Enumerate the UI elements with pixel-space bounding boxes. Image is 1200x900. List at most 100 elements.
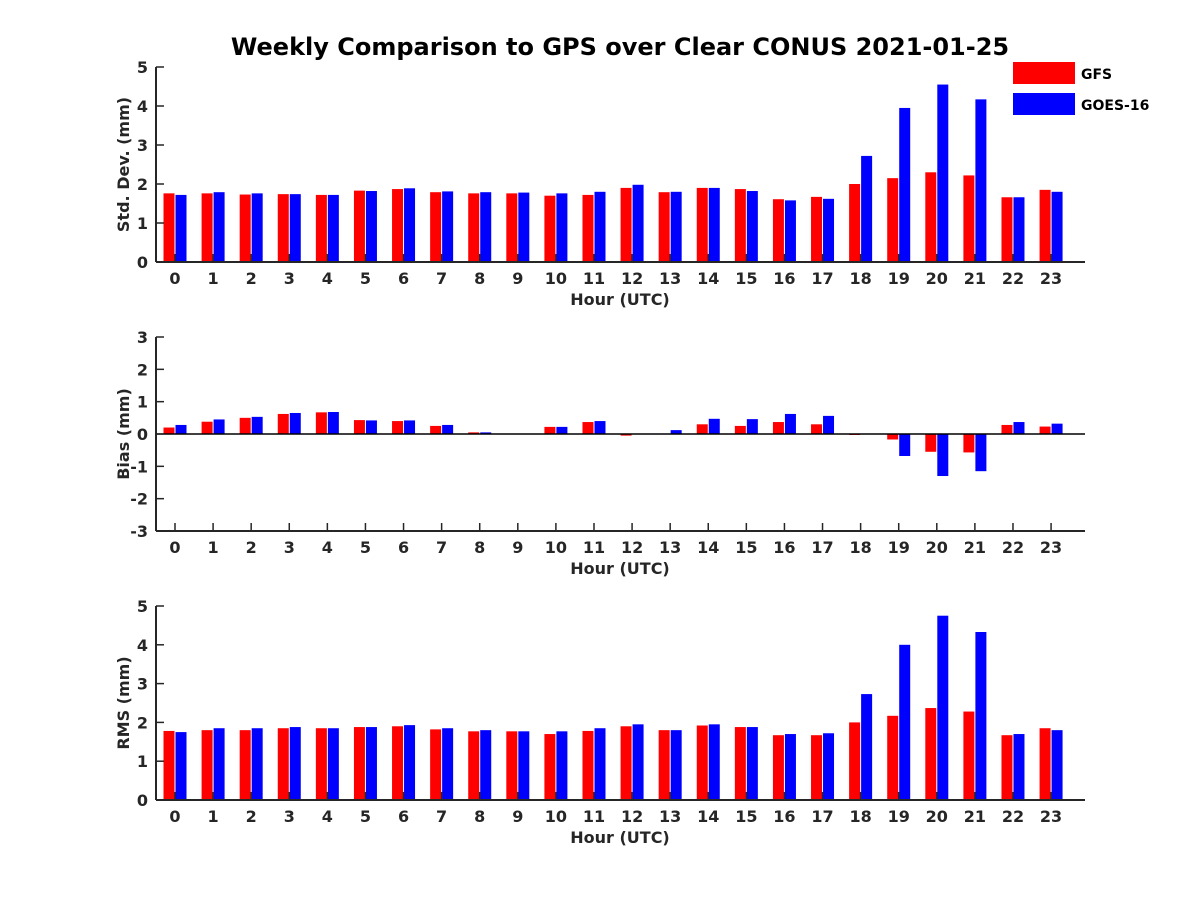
rms-bar-gfs-2 (239, 730, 251, 800)
std-dev-bar-goes-16-7 (442, 191, 454, 262)
bias-xtick-label: 12 (621, 538, 643, 557)
bias-bar-goes-16-1 (213, 419, 225, 434)
std-dev-bar-goes-16-17 (823, 198, 835, 262)
std-dev-xtick-label: 15 (735, 269, 757, 288)
rms-ytick-label: 0 (137, 791, 148, 810)
bias-xtick-label: 19 (888, 538, 910, 557)
bias-bar-goes-16-3 (289, 412, 301, 434)
rms-bar-goes-16-5 (365, 727, 377, 800)
bias-xtick-label: 9 (512, 538, 523, 557)
std-dev-bar-gfs-4 (315, 194, 327, 262)
rms-bar-gfs-14 (696, 725, 708, 800)
std-dev-bar-gfs-2 (239, 194, 251, 262)
std-dev-bar-gfs-19 (887, 178, 899, 262)
std-dev-bar-gfs-9 (506, 193, 518, 262)
rms-bar-gfs-9 (506, 731, 518, 800)
bias-xtick-label: 13 (659, 538, 681, 557)
rms-bar-goes-16-6 (404, 725, 416, 800)
rms-bar-goes-16-3 (289, 727, 301, 800)
bias-bar-goes-16-13 (670, 430, 682, 434)
std-dev-xtick-label: 10 (545, 269, 567, 288)
bias-xtick-label: 18 (849, 538, 871, 557)
bias-bar-goes-16-6 (404, 420, 416, 434)
rms-xtick-label: 9 (512, 807, 523, 826)
std-dev-xtick-label: 9 (512, 269, 523, 288)
std-dev-bar-gfs-5 (353, 190, 365, 262)
rms-bar-gfs-0 (163, 730, 175, 800)
bias-xtick-label: 3 (284, 538, 295, 557)
rms-bar-gfs-11 (582, 730, 594, 800)
rms-ytick-label: 2 (137, 713, 148, 732)
bias-xtick-label: 7 (436, 538, 447, 557)
rms-bar-gfs-20 (925, 708, 937, 800)
std-dev-xtick-label: 19 (888, 269, 910, 288)
std-dev-xtick-label: 3 (284, 269, 295, 288)
std-dev-bar-goes-16-0 (175, 194, 187, 262)
rms-bar-gfs-8 (468, 731, 480, 800)
bias-bar-goes-16-7 (442, 424, 454, 434)
std-dev-bar-goes-16-23 (1051, 191, 1063, 262)
bias-bar-gfs-14 (696, 424, 708, 434)
std-dev-bar-goes-16-11 (594, 191, 606, 262)
rms-ytick-label: 5 (137, 597, 148, 616)
std-dev-xtick-label: 4 (322, 269, 333, 288)
bias-bar-gfs-17 (811, 424, 823, 434)
bias-xtick-label: 14 (697, 538, 719, 557)
std-dev-bar-goes-16-8 (480, 192, 492, 262)
std-dev-bar-goes-16-4 (327, 194, 339, 262)
bias-bar-gfs-1 (201, 421, 213, 434)
rms-bar-gfs-4 (315, 728, 327, 800)
std-dev-bar-gfs-23 (1039, 189, 1051, 262)
rms-xtick-label: 13 (659, 807, 681, 826)
bias-bar-goes-16-11 (594, 421, 606, 434)
bias-bar-goes-16-0 (175, 424, 187, 434)
std-dev-xtick-label: 13 (659, 269, 681, 288)
bias-bar-gfs-10 (544, 426, 556, 434)
rms-bar-gfs-17 (811, 735, 823, 800)
rms-xtick-label: 0 (169, 807, 180, 826)
rms-xtick-label: 8 (474, 807, 485, 826)
std-dev-ytick-label: 3 (137, 136, 148, 155)
bias-xtick-label: 21 (964, 538, 986, 557)
rms-ylabel: RMS (mm) (114, 656, 133, 749)
bias-xtick-label: 10 (545, 538, 567, 557)
bias-bar-goes-16-20 (937, 434, 949, 477)
std-dev-bar-goes-16-2 (251, 193, 263, 262)
std-dev-bar-gfs-13 (658, 192, 670, 262)
rms-xtick-label: 17 (811, 807, 833, 826)
bias-bar-goes-16-22 (1013, 422, 1025, 434)
rms-bar-gfs-16 (772, 735, 784, 800)
legend-swatch-goes-16 (1013, 93, 1075, 115)
rms-bar-gfs-1 (201, 730, 213, 800)
rms-bar-gfs-10 (544, 734, 556, 800)
rms-xtick-label: 21 (964, 807, 986, 826)
std-dev-xtick-label: 21 (964, 269, 986, 288)
std-dev-xtick-label: 0 (169, 269, 180, 288)
bias-xtick-label: 22 (1002, 538, 1024, 557)
rms-ytick-label: 3 (137, 675, 148, 694)
std-dev-xtick-label: 23 (1040, 269, 1062, 288)
bias-xtick-label: 16 (773, 538, 795, 557)
std-dev-bar-gfs-16 (772, 199, 784, 262)
bias-bar-goes-16-4 (327, 412, 339, 434)
rms-bar-goes-16-20 (937, 615, 949, 800)
std-dev-xtick-label: 6 (398, 269, 409, 288)
bias-ytick-label: -3 (130, 522, 148, 541)
std-dev-xtick-label: 8 (474, 269, 485, 288)
std-dev-bar-goes-16-16 (784, 200, 796, 262)
std-dev-ytick-label: 2 (137, 175, 148, 194)
rms-bar-gfs-12 (620, 726, 632, 800)
std-dev-bar-gfs-15 (734, 189, 746, 262)
bias-xtick-label: 2 (246, 538, 257, 557)
bias-bar-gfs-11 (582, 422, 594, 434)
rms-bar-goes-16-17 (823, 733, 835, 800)
bias-bar-gfs-22 (1001, 424, 1013, 434)
std-dev-ytick-label: 5 (137, 58, 148, 77)
rms-bar-gfs-19 (887, 715, 899, 800)
bias-xtick-label: 20 (926, 538, 948, 557)
rms-bar-goes-16-23 (1051, 730, 1063, 800)
std-dev-bar-goes-16-22 (1013, 197, 1025, 262)
bias-bar-gfs-23 (1039, 426, 1051, 434)
std-dev-bar-goes-16-5 (365, 191, 377, 262)
std-dev-bar-gfs-1 (201, 193, 213, 262)
